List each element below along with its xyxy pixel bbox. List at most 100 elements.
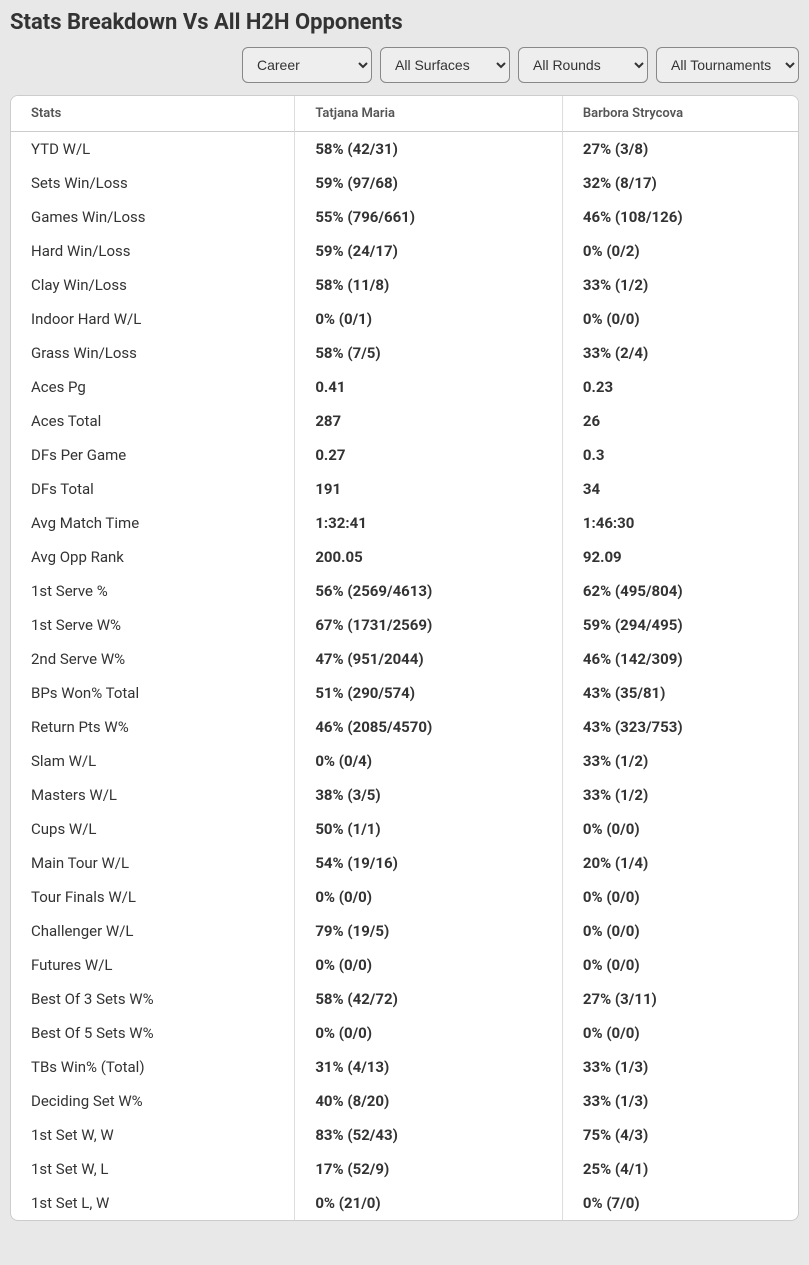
stat-player2-value: 0% (7/0): [562, 1186, 798, 1220]
table-row: 2nd Serve W%47% (951/2044)46% (142/309): [11, 642, 798, 676]
stat-label: Futures W/L: [11, 948, 294, 982]
period-select[interactable]: Career: [242, 47, 372, 83]
stat-player1-value: 56% (2569/4613): [294, 574, 562, 608]
stat-player1-value: 31% (4/13): [294, 1050, 562, 1084]
stat-player2-value: 43% (323/753): [562, 710, 798, 744]
stat-label: BPs Won% Total: [11, 676, 294, 710]
stat-player1-value: 191: [294, 472, 562, 506]
table-row: Futures W/L0% (0/0)0% (0/0): [11, 948, 798, 982]
stat-player1-value: 38% (3/5): [294, 778, 562, 812]
table-row: Challenger W/L79% (19/5)0% (0/0): [11, 914, 798, 948]
stat-player1-value: 0% (0/0): [294, 880, 562, 914]
stat-label: DFs Per Game: [11, 438, 294, 472]
stat-player2-value: 0% (0/2): [562, 234, 798, 268]
stat-player1-value: 83% (52/43): [294, 1118, 562, 1152]
stat-label: 1st Set W, L: [11, 1152, 294, 1186]
stat-player2-value: 20% (1/4): [562, 846, 798, 880]
stat-label: Hard Win/Loss: [11, 234, 294, 268]
stat-player2-value: 0% (0/0): [562, 302, 798, 336]
stat-player2-value: 0% (0/0): [562, 812, 798, 846]
stat-label: Tour Finals W/L: [11, 880, 294, 914]
table-row: TBs Win% (Total)31% (4/13)33% (1/3): [11, 1050, 798, 1084]
surface-select[interactable]: All Surfaces: [380, 47, 510, 83]
table-row: YTD W/L58% (42/31)27% (3/8): [11, 132, 798, 166]
tournament-select[interactable]: All Tournaments: [656, 47, 799, 83]
stat-player1-value: 47% (951/2044): [294, 642, 562, 676]
stat-label: Slam W/L: [11, 744, 294, 778]
stat-player2-value: 75% (4/3): [562, 1118, 798, 1152]
stat-player2-value: 32% (8/17): [562, 166, 798, 200]
stat-player2-value: 27% (3/8): [562, 132, 798, 166]
stats-table: Stats Tatjana Maria Barbora Strycova YTD…: [10, 95, 799, 1221]
table-row: 1st Serve W%67% (1731/2569)59% (294/495): [11, 608, 798, 642]
stat-label: Aces Total: [11, 404, 294, 438]
table-row: Indoor Hard W/L0% (0/1)0% (0/0): [11, 302, 798, 336]
stat-player2-value: 33% (1/2): [562, 778, 798, 812]
stat-label: Clay Win/Loss: [11, 268, 294, 302]
table-row: Clay Win/Loss58% (11/8)33% (1/2): [11, 268, 798, 302]
stat-player1-value: 54% (19/16): [294, 846, 562, 880]
table-row: Avg Match Time1:32:411:46:30: [11, 506, 798, 540]
stat-player1-value: 200.05: [294, 540, 562, 574]
stat-player2-value: 92.09: [562, 540, 798, 574]
table-row: Avg Opp Rank200.0592.09: [11, 540, 798, 574]
stat-player2-value: 34: [562, 472, 798, 506]
table-row: Hard Win/Loss59% (24/17)0% (0/2): [11, 234, 798, 268]
stat-player2-value: 62% (495/804): [562, 574, 798, 608]
table-row: Main Tour W/L54% (19/16)20% (1/4): [11, 846, 798, 880]
stat-player2-value: 33% (2/4): [562, 336, 798, 370]
table-row: Masters W/L38% (3/5)33% (1/2): [11, 778, 798, 812]
stat-label: DFs Total: [11, 472, 294, 506]
stat-player1-value: 17% (52/9): [294, 1152, 562, 1186]
stat-player1-value: 58% (42/72): [294, 982, 562, 1016]
stat-label: Challenger W/L: [11, 914, 294, 948]
stat-player2-value: 33% (1/2): [562, 744, 798, 778]
stat-player1-value: 0% (0/1): [294, 302, 562, 336]
stat-player2-value: 43% (35/81): [562, 676, 798, 710]
stat-player1-value: 59% (97/68): [294, 166, 562, 200]
table-header-row: Stats Tatjana Maria Barbora Strycova: [11, 96, 798, 132]
stat-player2-value: 33% (1/3): [562, 1050, 798, 1084]
stat-player1-value: 0% (0/0): [294, 1016, 562, 1050]
stat-player1-value: 0% (21/0): [294, 1186, 562, 1220]
stat-player1-value: 0.27: [294, 438, 562, 472]
stat-player2-value: 59% (294/495): [562, 608, 798, 642]
table-row: DFs Total19134: [11, 472, 798, 506]
stat-label: Aces Pg: [11, 370, 294, 404]
table-row: Slam W/L0% (0/4)33% (1/2): [11, 744, 798, 778]
stat-label: Sets Win/Loss: [11, 166, 294, 200]
stat-label: Main Tour W/L: [11, 846, 294, 880]
stat-label: Grass Win/Loss: [11, 336, 294, 370]
stat-player1-value: 1:32:41: [294, 506, 562, 540]
table-row: Return Pts W%46% (2085/4570)43% (323/753…: [11, 710, 798, 744]
table-row: Best Of 3 Sets W%58% (42/72)27% (3/11): [11, 982, 798, 1016]
table-row: Sets Win/Loss59% (97/68)32% (8/17): [11, 166, 798, 200]
stat-player1-value: 58% (11/8): [294, 268, 562, 302]
table-row: Grass Win/Loss58% (7/5)33% (2/4): [11, 336, 798, 370]
stat-label: Avg Match Time: [11, 506, 294, 540]
stat-player2-value: 33% (1/2): [562, 268, 798, 302]
stat-player1-value: 287: [294, 404, 562, 438]
stat-label: Best Of 3 Sets W%: [11, 982, 294, 1016]
stat-player1-value: 0% (0/0): [294, 948, 562, 982]
table-row: DFs Per Game0.270.3: [11, 438, 798, 472]
stat-player2-value: 0% (0/0): [562, 948, 798, 982]
round-select[interactable]: All Rounds: [518, 47, 648, 83]
stat-label: 2nd Serve W%: [11, 642, 294, 676]
table-row: Tour Finals W/L0% (0/0)0% (0/0): [11, 880, 798, 914]
table-row: 1st Serve %56% (2569/4613)62% (495/804): [11, 574, 798, 608]
table-row: Best Of 5 Sets W%0% (0/0)0% (0/0): [11, 1016, 798, 1050]
stat-player2-value: 0.23: [562, 370, 798, 404]
table-row: Aces Pg0.410.23: [11, 370, 798, 404]
stat-label: Cups W/L: [11, 812, 294, 846]
stat-player2-value: 0% (0/0): [562, 880, 798, 914]
table-row: BPs Won% Total51% (290/574)43% (35/81): [11, 676, 798, 710]
stat-label: 1st Serve %: [11, 574, 294, 608]
stat-label: Best Of 5 Sets W%: [11, 1016, 294, 1050]
stat-label: TBs Win% (Total): [11, 1050, 294, 1084]
stat-player2-value: 27% (3/11): [562, 982, 798, 1016]
stat-player1-value: 58% (42/31): [294, 132, 562, 166]
stat-player2-value: 0.3: [562, 438, 798, 472]
table-row: 1st Set W, W83% (52/43)75% (4/3): [11, 1118, 798, 1152]
stat-player1-value: 55% (796/661): [294, 200, 562, 234]
